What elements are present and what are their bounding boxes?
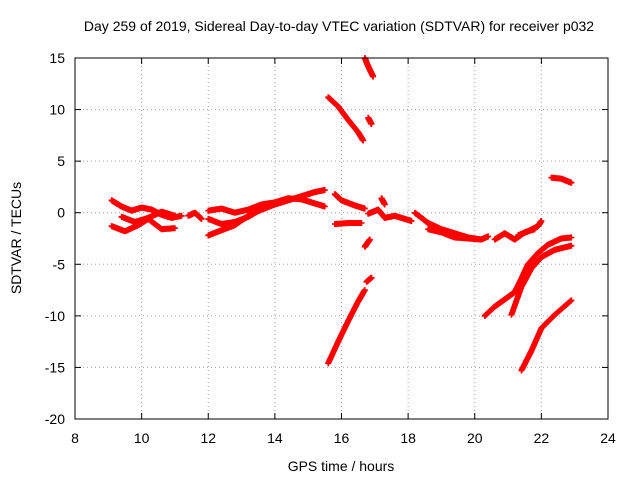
series-marks [185,209,205,222]
series-arc9 [331,220,365,228]
series-arc7 [205,207,262,228]
series-arc6 [205,195,328,216]
x-tick-label: 20 [467,430,483,446]
series-arc19 [325,287,368,367]
series-arc24 [518,297,575,374]
series-marks [325,287,368,367]
series-arc11 [378,195,388,208]
series-arc18 [365,114,375,127]
series-arc16 [325,94,367,144]
series-arc22 [481,234,575,319]
chart-title: Day 259 of 2019, Sidereal Day-to-day VTE… [84,18,594,34]
series-marks [205,195,328,216]
series-marks [518,297,575,374]
series-arc17 [361,55,377,80]
series-marks [363,274,375,285]
series-arc10 [365,206,415,224]
series-marks [365,114,375,127]
x-tick-label: 10 [134,430,150,446]
x-tick-label: 14 [267,430,283,446]
x-tick-label: 16 [334,430,350,446]
series-marks [481,234,575,319]
x-tick-label: 8 [71,430,79,446]
y-tick-label: -10 [45,308,65,324]
series-arc8 [331,191,368,212]
series-marks [205,207,262,228]
series-arc3 [118,208,178,225]
series-marks [361,236,373,250]
y-tick-label: 5 [57,153,65,169]
series-arc15 [515,218,545,239]
series-marks [361,55,377,80]
y-tick-label: -5 [53,256,66,272]
series-marks [331,220,365,228]
x-tick-label: 24 [600,430,616,446]
y-tick-label: -15 [45,359,65,375]
series-arc13 [425,226,492,243]
series-marks [548,174,575,186]
y-tick-label: 0 [57,205,65,221]
y-tick-label: 15 [49,50,65,66]
series-marks [325,94,367,144]
x-tick-label: 18 [400,430,416,446]
series-marks [515,218,545,239]
series-marks [508,242,575,318]
y-tick-label: -20 [45,411,65,427]
y-axis-label: SDTVAR / TECUs [8,182,24,294]
series-marks [378,195,388,208]
series-arc4 [185,209,205,222]
x-axis-label: GPS time / hours [288,458,395,474]
series-marks [365,206,415,224]
axis-ticks: 8 10 12 14 16 18 20 22 24 15 10 5 0 -5 -10 -15 -20 [45,50,616,446]
x-tick-label: 12 [200,430,216,446]
x-tick-label: 22 [534,430,550,446]
series-marks [118,208,178,225]
series-arc23 [508,242,575,318]
data-series [108,55,575,374]
series-arc21 [363,274,375,285]
series-arc25 [548,174,575,186]
series-marks [425,226,492,243]
series-marks [331,191,368,212]
series-arc20 [361,236,373,250]
y-tick-label: 10 [49,102,65,118]
